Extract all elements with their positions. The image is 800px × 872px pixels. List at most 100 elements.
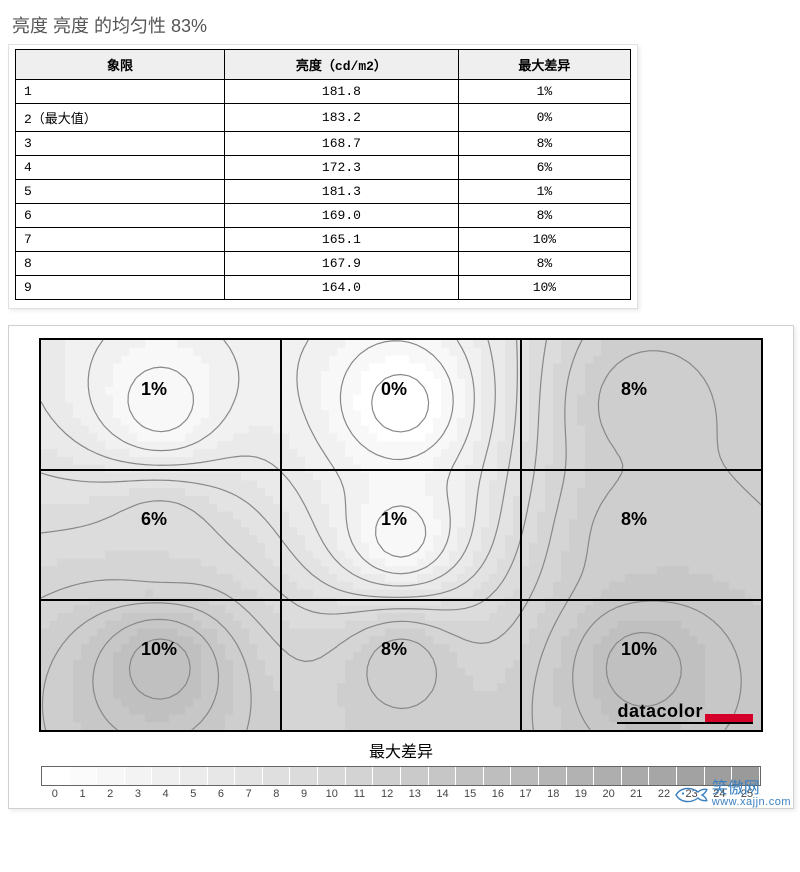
cell-maxdiff: 8% — [458, 132, 630, 156]
cell-maxdiff: 1% — [458, 80, 630, 104]
legend-swatch — [484, 767, 512, 785]
cell-quadrant: 6 — [16, 204, 225, 228]
cell-maxdiff: 8% — [458, 252, 630, 276]
cell-maxdiff: 10% — [458, 276, 630, 300]
legend-swatch — [567, 767, 595, 785]
legend-tick: 22 — [650, 788, 678, 800]
table-row: 1181.81% — [16, 80, 631, 104]
table-row: 5181.31% — [16, 180, 631, 204]
cell-quadrant: 9 — [16, 276, 225, 300]
legend-tick: 7 — [235, 788, 263, 800]
legend-tick: 11 — [346, 788, 374, 800]
legend-tick: 13 — [401, 788, 429, 800]
legend-swatch — [649, 767, 677, 785]
legend-tick: 6 — [207, 788, 235, 800]
legend-swatch — [70, 767, 98, 785]
cell-maxdiff: 8% — [458, 204, 630, 228]
legend-swatch — [373, 767, 401, 785]
cell-luminance: 183.2 — [225, 104, 459, 132]
cell-maxdiff: 6% — [458, 156, 630, 180]
cell-luminance: 169.0 — [225, 204, 459, 228]
legend-tick: 20 — [595, 788, 623, 800]
legend-swatch — [346, 767, 374, 785]
legend-swatch — [97, 767, 125, 785]
table-row: 3168.78% — [16, 132, 631, 156]
legend-tick: 10 — [318, 788, 346, 800]
legend-tick: 5 — [179, 788, 207, 800]
legend-swatch — [318, 767, 346, 785]
legend-tick: 21 — [622, 788, 650, 800]
cell-quadrant: 1 — [16, 80, 225, 104]
legend-tick: 16 — [484, 788, 512, 800]
contour-chart-card: 1%0%8%6%1%8%10%8%10% datacolor 最大差异 0123… — [8, 325, 794, 809]
legend-swatch — [594, 767, 622, 785]
contour-legend: 0123456789101112131415161718192021222324… — [41, 766, 761, 800]
cell-label: 8% — [621, 509, 647, 530]
cell-luminance: 181.3 — [225, 180, 459, 204]
contour-caption: 最大差异 — [21, 738, 781, 762]
legend-swatch — [732, 767, 760, 785]
legend-swatch — [429, 767, 457, 785]
col-header-quadrant: 象限 — [16, 50, 225, 80]
cell-label: 8% — [381, 639, 407, 660]
legend-swatch — [208, 767, 236, 785]
legend-swatch — [125, 767, 153, 785]
cell-maxdiff: 1% — [458, 180, 630, 204]
cell-label: 0% — [381, 379, 407, 400]
legend-tick: 1 — [69, 788, 97, 800]
legend-tick: 17 — [512, 788, 540, 800]
legend-swatch — [152, 767, 180, 785]
cell-label: 1% — [381, 509, 407, 530]
legend-swatch — [401, 767, 429, 785]
legend-tick: 12 — [373, 788, 401, 800]
table-row: 7165.110% — [16, 228, 631, 252]
legend-tick: 8 — [263, 788, 291, 800]
cell-quadrant: 8 — [16, 252, 225, 276]
legend-tick: 24 — [706, 788, 734, 800]
table-row: 4172.36% — [16, 156, 631, 180]
cell-luminance: 165.1 — [225, 228, 459, 252]
cell-quadrant: 2（最大值） — [16, 104, 225, 132]
cell-quadrant: 4 — [16, 156, 225, 180]
datacolor-logo: datacolor — [617, 701, 753, 724]
legend-swatch — [539, 767, 567, 785]
cell-label: 6% — [141, 509, 167, 530]
legend-swatch — [511, 767, 539, 785]
table-row: 9164.010% — [16, 276, 631, 300]
legend-swatch — [180, 767, 208, 785]
cell-maxdiff: 10% — [458, 228, 630, 252]
cell-luminance: 168.7 — [225, 132, 459, 156]
legend-tick: 25 — [733, 788, 761, 800]
legend-tick: 18 — [539, 788, 567, 800]
col-header-maxdiff: 最大差异 — [458, 50, 630, 80]
legend-swatch — [705, 767, 733, 785]
legend-swatch — [456, 767, 484, 785]
contour-plot: 1%0%8%6%1%8%10%8%10% datacolor — [39, 338, 763, 732]
datacolor-logo-text: datacolor — [617, 701, 705, 724]
col-header-luminance: 亮度（cd/m2） — [225, 50, 459, 80]
legend-tick: 14 — [429, 788, 457, 800]
cell-luminance: 172.3 — [225, 156, 459, 180]
legend-swatch — [235, 767, 263, 785]
datacolor-logo-bar — [705, 714, 753, 724]
legend-swatch — [263, 767, 291, 785]
cell-label: 1% — [141, 379, 167, 400]
cell-label: 10% — [141, 639, 177, 660]
cell-label: 10% — [621, 639, 657, 660]
legend-tick: 15 — [456, 788, 484, 800]
legend-tick: 3 — [124, 788, 152, 800]
cell-luminance: 181.8 — [225, 80, 459, 104]
uniformity-table-card: 象限 亮度（cd/m2） 最大差异 1181.81%2（最大值）183.20%3… — [8, 44, 638, 309]
page-title: 亮度 亮度 的均匀性 83% — [12, 12, 788, 38]
legend-tick: 23 — [678, 788, 706, 800]
legend-tick: 19 — [567, 788, 595, 800]
legend-tick: 4 — [152, 788, 180, 800]
table-row: 6169.08% — [16, 204, 631, 228]
cell-maxdiff: 0% — [458, 104, 630, 132]
legend-swatch — [290, 767, 318, 785]
table-row: 8167.98% — [16, 252, 631, 276]
uniformity-table: 象限 亮度（cd/m2） 最大差异 1181.81%2（最大值）183.20%3… — [15, 49, 631, 300]
cell-luminance: 164.0 — [225, 276, 459, 300]
table-row: 2（最大值）183.20% — [16, 104, 631, 132]
legend-tick: 0 — [41, 788, 69, 800]
